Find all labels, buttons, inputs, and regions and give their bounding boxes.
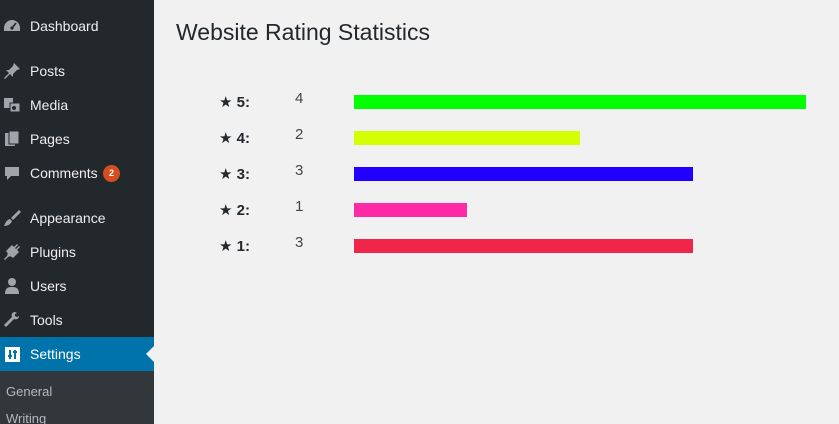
rating-bar [354, 95, 806, 109]
sidebar-item-plugins[interactable]: Plugins [0, 235, 154, 269]
rating-bar [354, 203, 467, 217]
rating-count: 4 [295, 90, 304, 107]
sidebar-item-users[interactable]: Users [0, 269, 154, 303]
sidebar-item-comments[interactable]: Comments 2 [0, 156, 154, 190]
dashboard-icon [4, 20, 20, 31]
pin-icon [4, 63, 20, 79]
rating-bar-track [354, 131, 806, 145]
rating-bar-track [354, 95, 806, 109]
rating-label: ★ 5: [219, 94, 250, 111]
rating-row: ★ 2: 1 [0, 198, 839, 238]
admin-sidebar: Dashboard Posts Media Pages Comments 2 [0, 0, 154, 424]
settings-icon [5, 347, 20, 362]
sidebar-item-appearance[interactable]: Appearance [0, 201, 154, 235]
sidebar-item-posts[interactable]: Posts [0, 54, 154, 88]
wrench-icon [4, 312, 19, 327]
sidebar-item-settings[interactable]: Settings [0, 337, 154, 371]
rating-row: ★ 3: 3 [0, 162, 839, 202]
rating-label: ★ 2: [219, 202, 250, 219]
sidebar-item-label: Dashboard [30, 18, 99, 34]
user-icon [5, 278, 19, 294]
sidebar-item-label: Appearance [30, 210, 106, 226]
sidebar-item-pages[interactable]: Pages [0, 122, 154, 156]
pages-icon [5, 130, 20, 146]
rating-bar [354, 239, 693, 253]
rating-count: 3 [295, 162, 304, 179]
sidebar-item-label: Settings [30, 346, 81, 362]
rating-row: ★ 4: 2 [0, 126, 839, 166]
sidebar-item-label: Comments [30, 165, 98, 181]
sidebar-item-label: Tools [30, 312, 63, 328]
comment-icon [5, 167, 19, 180]
rating-bar [354, 131, 580, 145]
sidebar-item-label: Plugins [30, 244, 76, 260]
media-icon [4, 98, 21, 113]
plug-icon [4, 244, 20, 260]
paintbrush-icon [4, 210, 21, 226]
rating-bar-track [354, 203, 806, 217]
rating-label: ★ 1: [219, 238, 250, 255]
sidebar-item-dashboard[interactable]: Dashboard [0, 9, 154, 43]
sidebar-item-label: Pages [30, 131, 70, 147]
rating-bar-track [354, 239, 806, 253]
rating-row: ★ 1: 3 [0, 234, 839, 274]
rating-label: ★ 4: [219, 130, 250, 147]
rating-count: 3 [295, 234, 304, 251]
rating-label: ★ 3: [219, 166, 250, 183]
sidebar-item-tools[interactable]: Tools [0, 303, 154, 337]
rating-count: 2 [295, 126, 304, 143]
sidebar-item-label: Media [30, 97, 69, 113]
rating-bar-track [354, 167, 806, 181]
submenu-item-writing[interactable]: Writing [6, 411, 47, 424]
rating-row: ★ 5: 4 [0, 90, 839, 130]
rating-bar [354, 167, 693, 181]
sidebar-item-label: Users [30, 278, 67, 294]
settings-submenu: General Writing [0, 371, 154, 424]
comment-count-badge: 2 [103, 165, 120, 182]
sidebar-item-media[interactable]: Media [0, 88, 154, 122]
sidebar-item-label: Posts [30, 63, 66, 79]
rating-count: 1 [295, 198, 304, 215]
submenu-item-general[interactable]: General [6, 384, 53, 399]
page-title: Website Rating Statistics [176, 19, 430, 45]
